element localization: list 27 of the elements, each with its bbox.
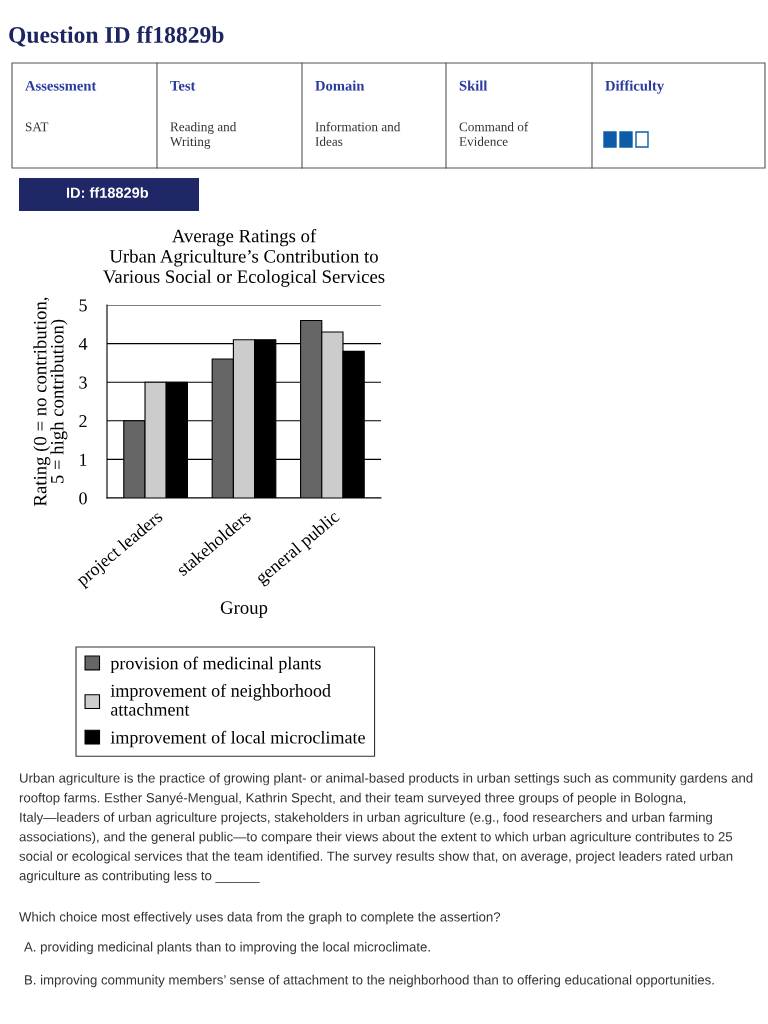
chart-title: Average Ratings of Urban Agriculture’s Contribution to Various Social or Ecological Services (103, 228, 385, 287)
text: Skill (459, 80, 488, 91)
text: Urban agriculture is the practice of growing plant- or animal-based products in urban settings such as community gardens and rooftop farms. Esther Sanyé-Mengual, Kathrin Specht, and their team surveyed three groups of people in Bologna, Italy—leaders of urban agriculture projects, stakeholders in urban agriculture (e.g., food researchers and urban farming associations), and the general public—to compare their views about the extent to which urban agriculture contributes to 25 social or ecological services that the team identified. The survey results show that, on average, project leaders rated urban agriculture as contributing less to ______ (19, 773, 753, 883)
text: Domain (315, 80, 365, 91)
text: Test (170, 80, 196, 91)
legend-label: improvement of neighborhood attachment (110, 683, 331, 716)
text: Assessment (25, 80, 97, 91)
y-tick-label: 5 (79, 299, 87, 312)
text: Question ID ff18829b (9, 26, 224, 47)
y-tick-label: 0 (79, 492, 87, 505)
y-axis-title: Rating (0 = no contribution, 5 = high contribution) (33, 297, 68, 506)
text: B. improving community members’ sense of attachment to the neighborhood than to offering educational opportunities. (25, 974, 714, 988)
text: SAT (25, 122, 49, 132)
text: A. providing medicinal plants than to improving the local microclimate. (24, 941, 430, 955)
x-axis-title: Group (220, 601, 268, 618)
y-tick-label: 1 (80, 453, 87, 466)
text: Which choice most effectively uses data from the graph to complete the assertion? (19, 911, 501, 925)
text: ID: ff18829b (66, 187, 149, 198)
text: Reading and Writing (170, 122, 237, 149)
legend-label: provision of medicinal plants (110, 656, 321, 674)
y-tick-label: 2 (79, 415, 87, 428)
y-tick-label: 4 (78, 337, 88, 350)
text: Command of Evidence (459, 121, 529, 146)
text: Information and Ideas (315, 121, 401, 146)
text: Difficulty (605, 80, 664, 94)
legend-label: improvement of local microclimate (110, 730, 365, 748)
y-tick-label: 3 (79, 376, 87, 389)
